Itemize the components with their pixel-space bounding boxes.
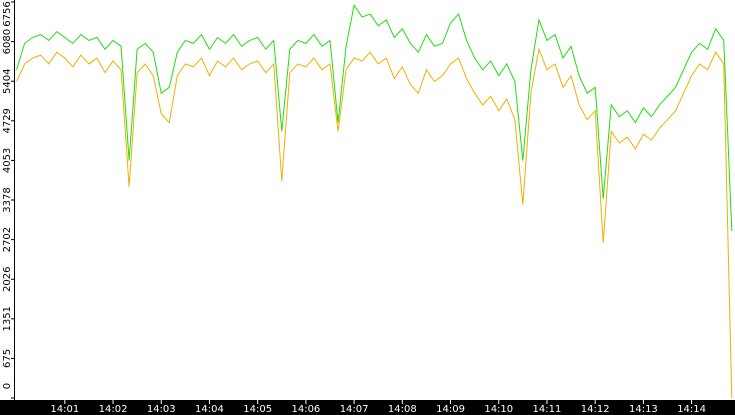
x-tick-label: 14:04: [195, 404, 224, 415]
y-tick-label: 1351: [2, 306, 13, 331]
x-tick-label: 14:07: [340, 404, 369, 415]
x-tick-label: 14:08: [388, 404, 417, 415]
x-tick-label: 14:05: [243, 404, 272, 415]
y-tick-label: 675: [2, 349, 13, 368]
y-tick-label: 6756: [2, 1, 13, 26]
y-tick-label: 0: [2, 383, 13, 389]
y-tick-label: 2702: [2, 227, 13, 252]
series-line: [16, 47, 733, 399]
y-tick-label: 4053: [2, 148, 13, 173]
x-tick-label: 14:12: [581, 404, 610, 415]
y-tick-label: 2026: [2, 267, 13, 292]
y-tick-label: 5404: [2, 69, 13, 94]
y-tick-label: 3378: [2, 187, 13, 212]
x-tick-label: 14:10: [484, 404, 513, 415]
x-tick-label: 14:01: [50, 404, 79, 415]
y-tick-label: 4729: [2, 108, 13, 133]
series-line: [16, 4, 733, 231]
x-tick-label: 14:06: [291, 404, 320, 415]
x-tick-label: 14:03: [147, 404, 176, 415]
y-tick-label: 6080: [2, 29, 13, 54]
x-axis-band: [0, 400, 735, 415]
x-tick-label: 14:13: [629, 404, 658, 415]
x-tick-label: 14:02: [99, 404, 128, 415]
x-tick-label: 14:09: [436, 404, 465, 415]
x-tick-label: 14:14: [677, 404, 706, 415]
x-tick-label: 14:11: [533, 404, 562, 415]
